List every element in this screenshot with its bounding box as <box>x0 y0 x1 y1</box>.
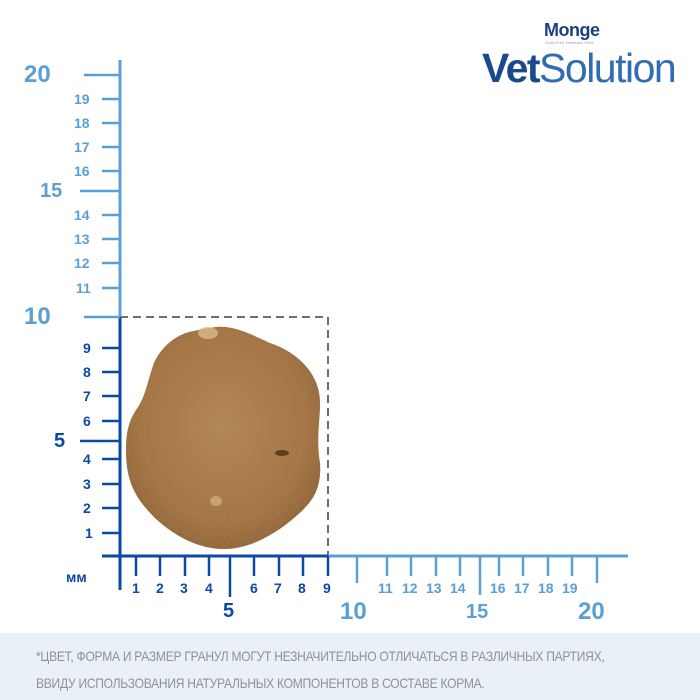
v-label-9: 9 <box>83 340 91 356</box>
disclaimer-footer: *ЦВЕТ, ФОРМА И РАЗМЕР ГРАНУЛ МОГУТ НЕЗНА… <box>0 633 700 700</box>
h-label-14: 14 <box>450 580 466 596</box>
h-label-1: 1 <box>132 580 140 596</box>
h-label-18: 18 <box>538 580 554 596</box>
h-label-10: 10 <box>340 598 367 625</box>
product-name-light: Solution <box>539 45 677 91</box>
h-label-7: 7 <box>274 580 282 596</box>
v-label-13: 13 <box>74 231 90 247</box>
h-label-4: 4 <box>205 580 213 596</box>
size-highlight-box <box>120 316 329 556</box>
v-label-4: 4 <box>83 451 91 467</box>
disclaimer-line-1: *ЦВЕТ, ФОРМА И РАЗМЕР ГРАНУЛ МОГУТ НЕЗНА… <box>36 648 605 664</box>
h-label-6: 6 <box>250 580 258 596</box>
v-label-18: 18 <box>74 115 90 131</box>
vertical-ticks-dark <box>80 346 120 535</box>
v-label-8: 8 <box>83 364 91 380</box>
h-label-19: 19 <box>562 580 578 596</box>
horizontal-ticks-light <box>355 556 599 595</box>
h-label-9: 9 <box>323 580 331 596</box>
brand-tagline: Grain Free Veterinary Diets <box>545 40 594 45</box>
v-label-20: 20 <box>24 61 51 88</box>
h-label-13: 13 <box>426 580 442 596</box>
kibble-photo <box>126 326 321 549</box>
brand-maker: Monge <box>544 20 600 40</box>
v-label-2: 2 <box>83 500 91 516</box>
v-label-19: 19 <box>74 91 90 107</box>
v-label-1: 1 <box>85 525 93 541</box>
h-label-8: 8 <box>298 580 306 596</box>
v-label-11: 11 <box>76 280 91 296</box>
v-label-10: 10 <box>24 303 51 330</box>
v-label-15: 15 <box>40 180 63 202</box>
h-label-20: 20 <box>578 598 605 625</box>
v-label-16: 16 <box>74 163 90 179</box>
v-label-7: 7 <box>83 388 91 404</box>
v-label-14: 14 <box>74 207 90 223</box>
product-name-bold: Vet <box>482 45 541 91</box>
h-label-11: 11 <box>378 580 393 596</box>
product-name: VetSolution <box>482 44 677 92</box>
unit-label: мм <box>66 569 87 585</box>
v-label-17: 17 <box>74 139 90 155</box>
h-label-17: 17 <box>514 580 530 596</box>
v-label-12: 12 <box>74 255 90 271</box>
horizontal-ticks-dark <box>134 556 330 597</box>
disclaimer-line-2: ВВИДУ ИСПОЛЬЗОВАНИЯ НАТУРАЛЬНЫХ КОМПОНЕН… <box>36 675 485 691</box>
vertical-ticks-light <box>80 73 120 319</box>
h-label-3: 3 <box>180 580 188 596</box>
v-label-6: 6 <box>83 413 91 429</box>
h-label-2: 2 <box>156 580 164 596</box>
h-label-15: 15 <box>466 601 489 623</box>
h-label-5: 5 <box>223 600 235 622</box>
v-label-3: 3 <box>83 476 91 492</box>
h-label-16: 16 <box>490 580 506 596</box>
v-label-5: 5 <box>54 430 66 452</box>
h-label-12: 12 <box>402 580 418 596</box>
